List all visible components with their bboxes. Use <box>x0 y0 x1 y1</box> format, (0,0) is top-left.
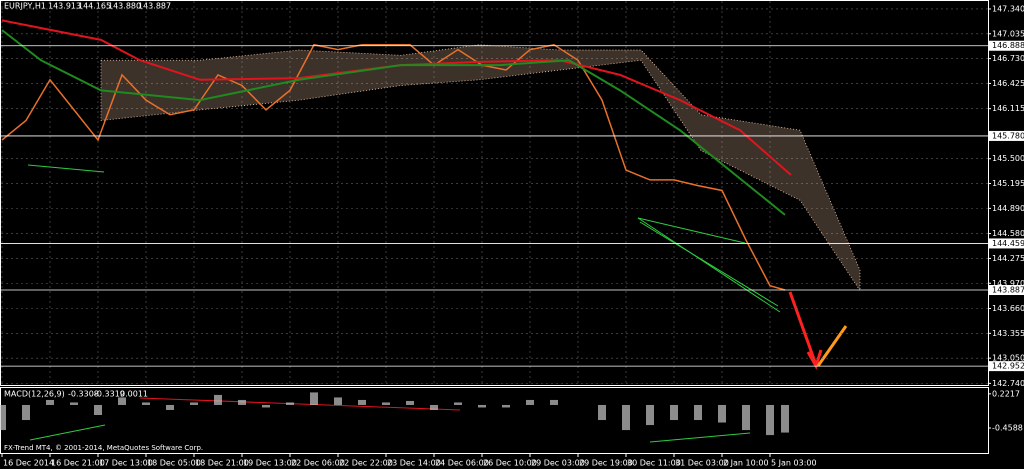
y-tick-label: 144.890 <box>992 204 1024 213</box>
level-label: 146.888 <box>992 41 1024 50</box>
x-tick-label: 24 Dec 06:00 <box>435 459 489 468</box>
macd-bar <box>190 402 198 405</box>
macd-bar <box>718 404 726 423</box>
macd-bar <box>358 399 366 405</box>
macd-y-tick-label: -0.4588 <box>992 423 1023 432</box>
macd-bar <box>286 402 294 405</box>
y-tick-label: 147.035 <box>992 29 1024 38</box>
macd-bar <box>646 404 654 426</box>
y-tick-label: 145.195 <box>992 179 1024 188</box>
x-tick-label: 29 Dec 19:00 <box>579 459 633 468</box>
level-label: 143.887 <box>992 286 1024 295</box>
main-panel-frame <box>0 0 989 386</box>
x-tick-label: 16 Dec 21:00 <box>51 459 105 468</box>
footer: FX-Trend MT4, © 2001-2014, MetaQuotes So… <box>4 444 203 452</box>
x-tick-label: 31 Dec 03:00 <box>675 459 729 468</box>
macd-bar <box>670 404 678 421</box>
x-tick-label: 30 Dec 11:00 <box>627 459 681 468</box>
y-tick-label: 146.115 <box>992 104 1024 113</box>
y-tick-label: 147.340 <box>992 4 1024 13</box>
level-box <box>989 285 1024 296</box>
x-tick-label: 22 Dec 22:00 <box>339 459 393 468</box>
y-tick-label: 143.660 <box>992 304 1024 313</box>
macd-bar <box>478 404 486 408</box>
quote-value: 143.887 <box>138 2 171 11</box>
macd-bar <box>766 404 774 436</box>
y-tick-label: 146.730 <box>992 54 1024 63</box>
symbol: EURJPY,H1 <box>4 2 46 11</box>
quote-value: 143.913 <box>48 2 81 11</box>
macd-y-tick-label: 0.2217 <box>992 389 1020 398</box>
macd-bar <box>238 399 246 405</box>
macd-readout: -0.3319 <box>94 390 125 399</box>
ichimoku-cloud <box>100 44 861 292</box>
macd-bar <box>430 404 438 410</box>
macd-bar <box>454 402 462 405</box>
x-tick-label: 19 Dec 13:00 <box>243 459 297 468</box>
macd-bar <box>262 404 270 408</box>
level-box <box>989 40 1024 51</box>
y-tick-label: 143.355 <box>992 329 1024 338</box>
x-tick-label: 2 Jan 10:00 <box>723 459 769 468</box>
macd-bar <box>214 394 222 405</box>
y-tick-label: 143.970 <box>992 279 1024 288</box>
level-label: 145.780 <box>992 131 1024 140</box>
level-label: 142.952 <box>992 362 1024 371</box>
macd-title: MACD(12,26,9) <box>4 390 65 399</box>
macd-bar <box>118 397 126 405</box>
x-tick-label: 26 Dec 10:00 <box>483 459 537 468</box>
x-tick-label: 29 Dec 03:00 <box>531 459 585 468</box>
x-tick-label: 18 Dec 21:00 <box>195 459 249 468</box>
moving-average <box>1 19 792 176</box>
price-line <box>1 43 786 291</box>
macd-bar <box>0 404 6 431</box>
macd-bar <box>502 404 510 408</box>
macd-readout: -0.3308 <box>68 390 99 399</box>
macd-readout: 0.0011 <box>120 390 148 399</box>
level-box <box>989 361 1024 372</box>
macd-bar <box>622 404 630 431</box>
level-label: 144.459 <box>992 239 1024 248</box>
macd-bar <box>406 400 414 405</box>
level-box <box>989 130 1024 141</box>
macd-bar <box>742 404 750 431</box>
macd-bar <box>382 402 390 405</box>
moving-average <box>1 29 786 216</box>
macd-bar <box>166 404 174 410</box>
macd-bar <box>142 402 150 405</box>
macd-bar <box>310 392 318 405</box>
annotations <box>27 164 848 443</box>
y-tick-label: 142.740 <box>992 379 1024 388</box>
x-tick-label: 23 Dec 14:00 <box>387 459 441 468</box>
macd-bar <box>94 404 102 416</box>
macd-bar <box>334 397 342 405</box>
macd-bar <box>550 399 558 405</box>
macd-bar <box>70 402 78 405</box>
x-tick-label: 22 Dec 06:00 <box>291 459 345 468</box>
macd-bar <box>46 399 54 405</box>
quote-value: 144.165 <box>78 2 111 11</box>
macd-bar <box>526 399 534 405</box>
level-box <box>989 238 1024 249</box>
macd-bar <box>598 404 606 421</box>
y-tick-label: 145.500 <box>992 154 1024 163</box>
x-tick-label: 5 Jan 03:00 <box>771 459 817 468</box>
macd-bar <box>694 404 702 421</box>
quote-value: 143.880 <box>108 2 141 11</box>
y-tick-label: 143.050 <box>992 354 1024 363</box>
macd-bar <box>781 404 789 433</box>
y-tick-label: 146.425 <box>992 79 1024 88</box>
macd-bar <box>22 404 30 421</box>
y-tick-label: 144.580 <box>992 229 1024 238</box>
x-tick-label: 16 Dec 2014 <box>3 459 54 468</box>
x-tick-label: 18 Dec 05:00 <box>147 459 201 468</box>
x-tick-label: 17 Dec 13:00 <box>99 459 153 468</box>
y-tick-label: 144.275 <box>992 254 1024 263</box>
